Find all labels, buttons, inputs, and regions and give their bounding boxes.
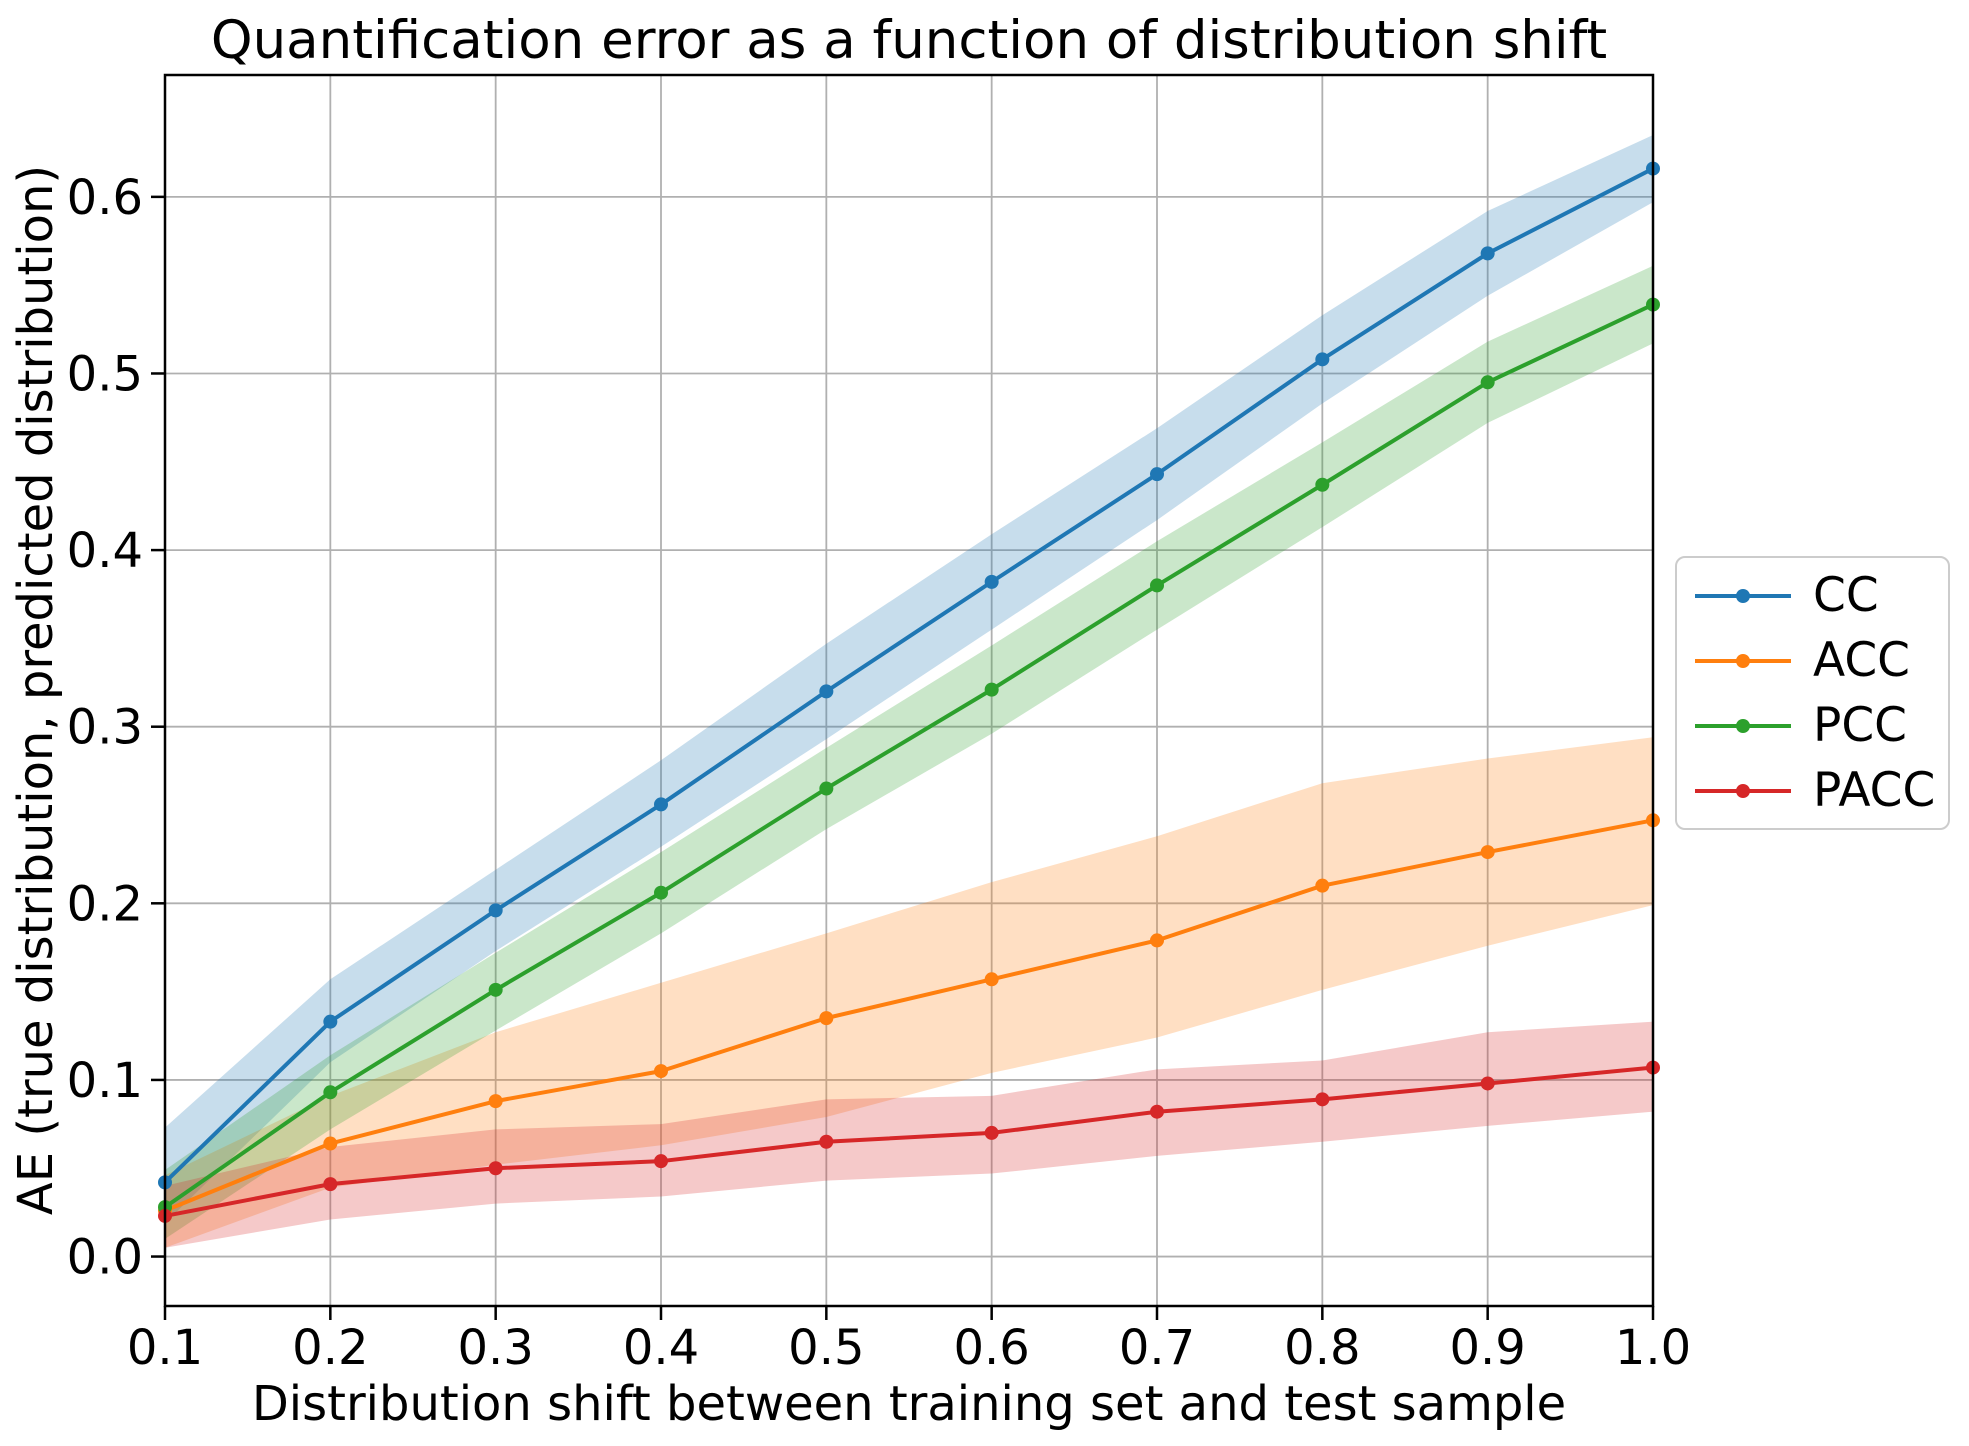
data-point-marker-cc — [1315, 352, 1330, 367]
data-point-marker-layer — [158, 161, 1660, 1223]
data-point-marker-acc — [654, 1064, 668, 1079]
y-axis-label: AE (true distribution, predicted distrib… — [8, 165, 64, 1215]
x-tick-label: 0.5 — [788, 1320, 864, 1376]
confidence-band-pacc — [165, 1021, 1653, 1248]
y-tick-label: 0.1 — [67, 1053, 143, 1109]
data-point-marker-pcc — [323, 1085, 338, 1100]
series-line-acc — [163, 818, 1655, 1213]
x-tick-label: 0.3 — [457, 1320, 533, 1376]
y-tick-label: 0.3 — [67, 700, 143, 756]
confidence-band-acc — [165, 737, 1653, 1248]
legend-line-sample — [1695, 588, 1791, 603]
legend-entry-cc: CC — [1677, 563, 1948, 628]
legend-line-sample — [1695, 718, 1791, 733]
series-line-pcc — [163, 302, 1655, 1210]
data-point-marker-pacc — [654, 1154, 668, 1169]
data-point-marker-pacc — [488, 1161, 503, 1176]
data-point-marker-pcc — [488, 982, 503, 997]
data-point-marker-cc — [488, 903, 503, 918]
series-line-layer — [163, 166, 1655, 1218]
data-point-marker-pacc — [1480, 1076, 1495, 1091]
data-point-marker-pcc — [819, 781, 834, 796]
y-tick-label: 0.5 — [67, 346, 143, 402]
legend-entry-pcc: PCC — [1677, 693, 1948, 758]
legend-label: PACC — [1813, 763, 1936, 818]
data-point-marker-pcc — [1480, 375, 1495, 390]
series-line-cc — [163, 166, 1655, 1185]
data-point-marker-pacc — [323, 1177, 338, 1192]
data-point-marker-acc — [1480, 845, 1495, 860]
legend: CC ACC PCC PACC — [1675, 556, 1950, 830]
x-tick-label: 0.8 — [1284, 1320, 1360, 1376]
x-tick-label: 1.0 — [1615, 1320, 1691, 1376]
data-point-marker-cc — [1480, 246, 1495, 261]
data-point-marker-pacc — [1150, 1104, 1164, 1119]
data-point-marker-cc — [1150, 467, 1164, 482]
legend-entry-pacc: PACC — [1677, 758, 1948, 823]
data-point-marker-acc — [1315, 878, 1330, 893]
legend-marker-dot-icon — [1736, 653, 1750, 668]
data-point-marker-acc — [488, 1094, 503, 1109]
data-point-marker-acc — [819, 1011, 834, 1026]
confidence-band-cc — [165, 135, 1653, 1223]
data-point-marker-pacc — [819, 1134, 834, 1149]
tick-mark-layer — [151, 195, 1655, 1320]
data-point-marker-cc — [984, 574, 999, 589]
legend-entry-acc: ACC — [1677, 628, 1948, 693]
chart-title: Quantification error as a function of di… — [211, 10, 1607, 71]
legend-marker-dot-icon — [1736, 718, 1750, 733]
plot-border — [163, 73, 1655, 1308]
data-point-marker-cc — [654, 797, 668, 812]
legend-label: CC — [1813, 568, 1879, 623]
data-point-marker-pcc — [984, 682, 999, 697]
legend-marker-dot-icon — [1736, 783, 1750, 798]
data-point-marker-pcc — [1150, 578, 1164, 593]
x-tick-label: 0.4 — [623, 1320, 699, 1376]
x-tick-label: 0.2 — [292, 1320, 368, 1376]
data-point-marker-pcc — [1315, 477, 1330, 492]
data-point-marker-cc — [323, 1014, 338, 1029]
legend-line-sample — [1695, 653, 1791, 668]
y-tick-label: 0.4 — [67, 523, 143, 579]
x-tick-label: 0.1 — [127, 1320, 203, 1376]
data-point-marker-acc — [984, 972, 999, 987]
x-tick-label: 0.7 — [1119, 1320, 1195, 1376]
y-tick-label: 0.0 — [67, 1230, 143, 1286]
data-point-marker-pacc — [1315, 1092, 1330, 1107]
y-tick-label: 0.2 — [67, 876, 143, 932]
x-tick-label: 0.6 — [953, 1320, 1029, 1376]
legend-marker-dot-icon — [1736, 588, 1750, 603]
y-tick-label: 0.6 — [67, 170, 143, 226]
legend-line-sample — [1695, 783, 1791, 798]
data-point-marker-cc — [819, 684, 834, 699]
data-point-marker-pacc — [984, 1125, 999, 1140]
x-tick-label: 0.9 — [1449, 1320, 1525, 1376]
axes-spines — [163, 73, 1655, 1308]
data-point-marker-acc — [323, 1136, 338, 1151]
legend-label: PCC — [1813, 698, 1907, 753]
series-line-pacc — [163, 1065, 1655, 1218]
tick-label-layer: 0.1 0.2 0.3 0.4 0.5 0.6 0.7 0.8 0.9 1.0 0.0 0.1 0.2 0… — [67, 170, 1692, 1376]
data-point-marker-pcc — [654, 885, 668, 900]
confidence-band-layer — [165, 135, 1653, 1248]
x-axis-label: Distribution shift between training set … — [252, 1376, 1566, 1432]
legend-label: ACC — [1813, 633, 1910, 688]
data-point-marker-acc — [1150, 933, 1164, 948]
